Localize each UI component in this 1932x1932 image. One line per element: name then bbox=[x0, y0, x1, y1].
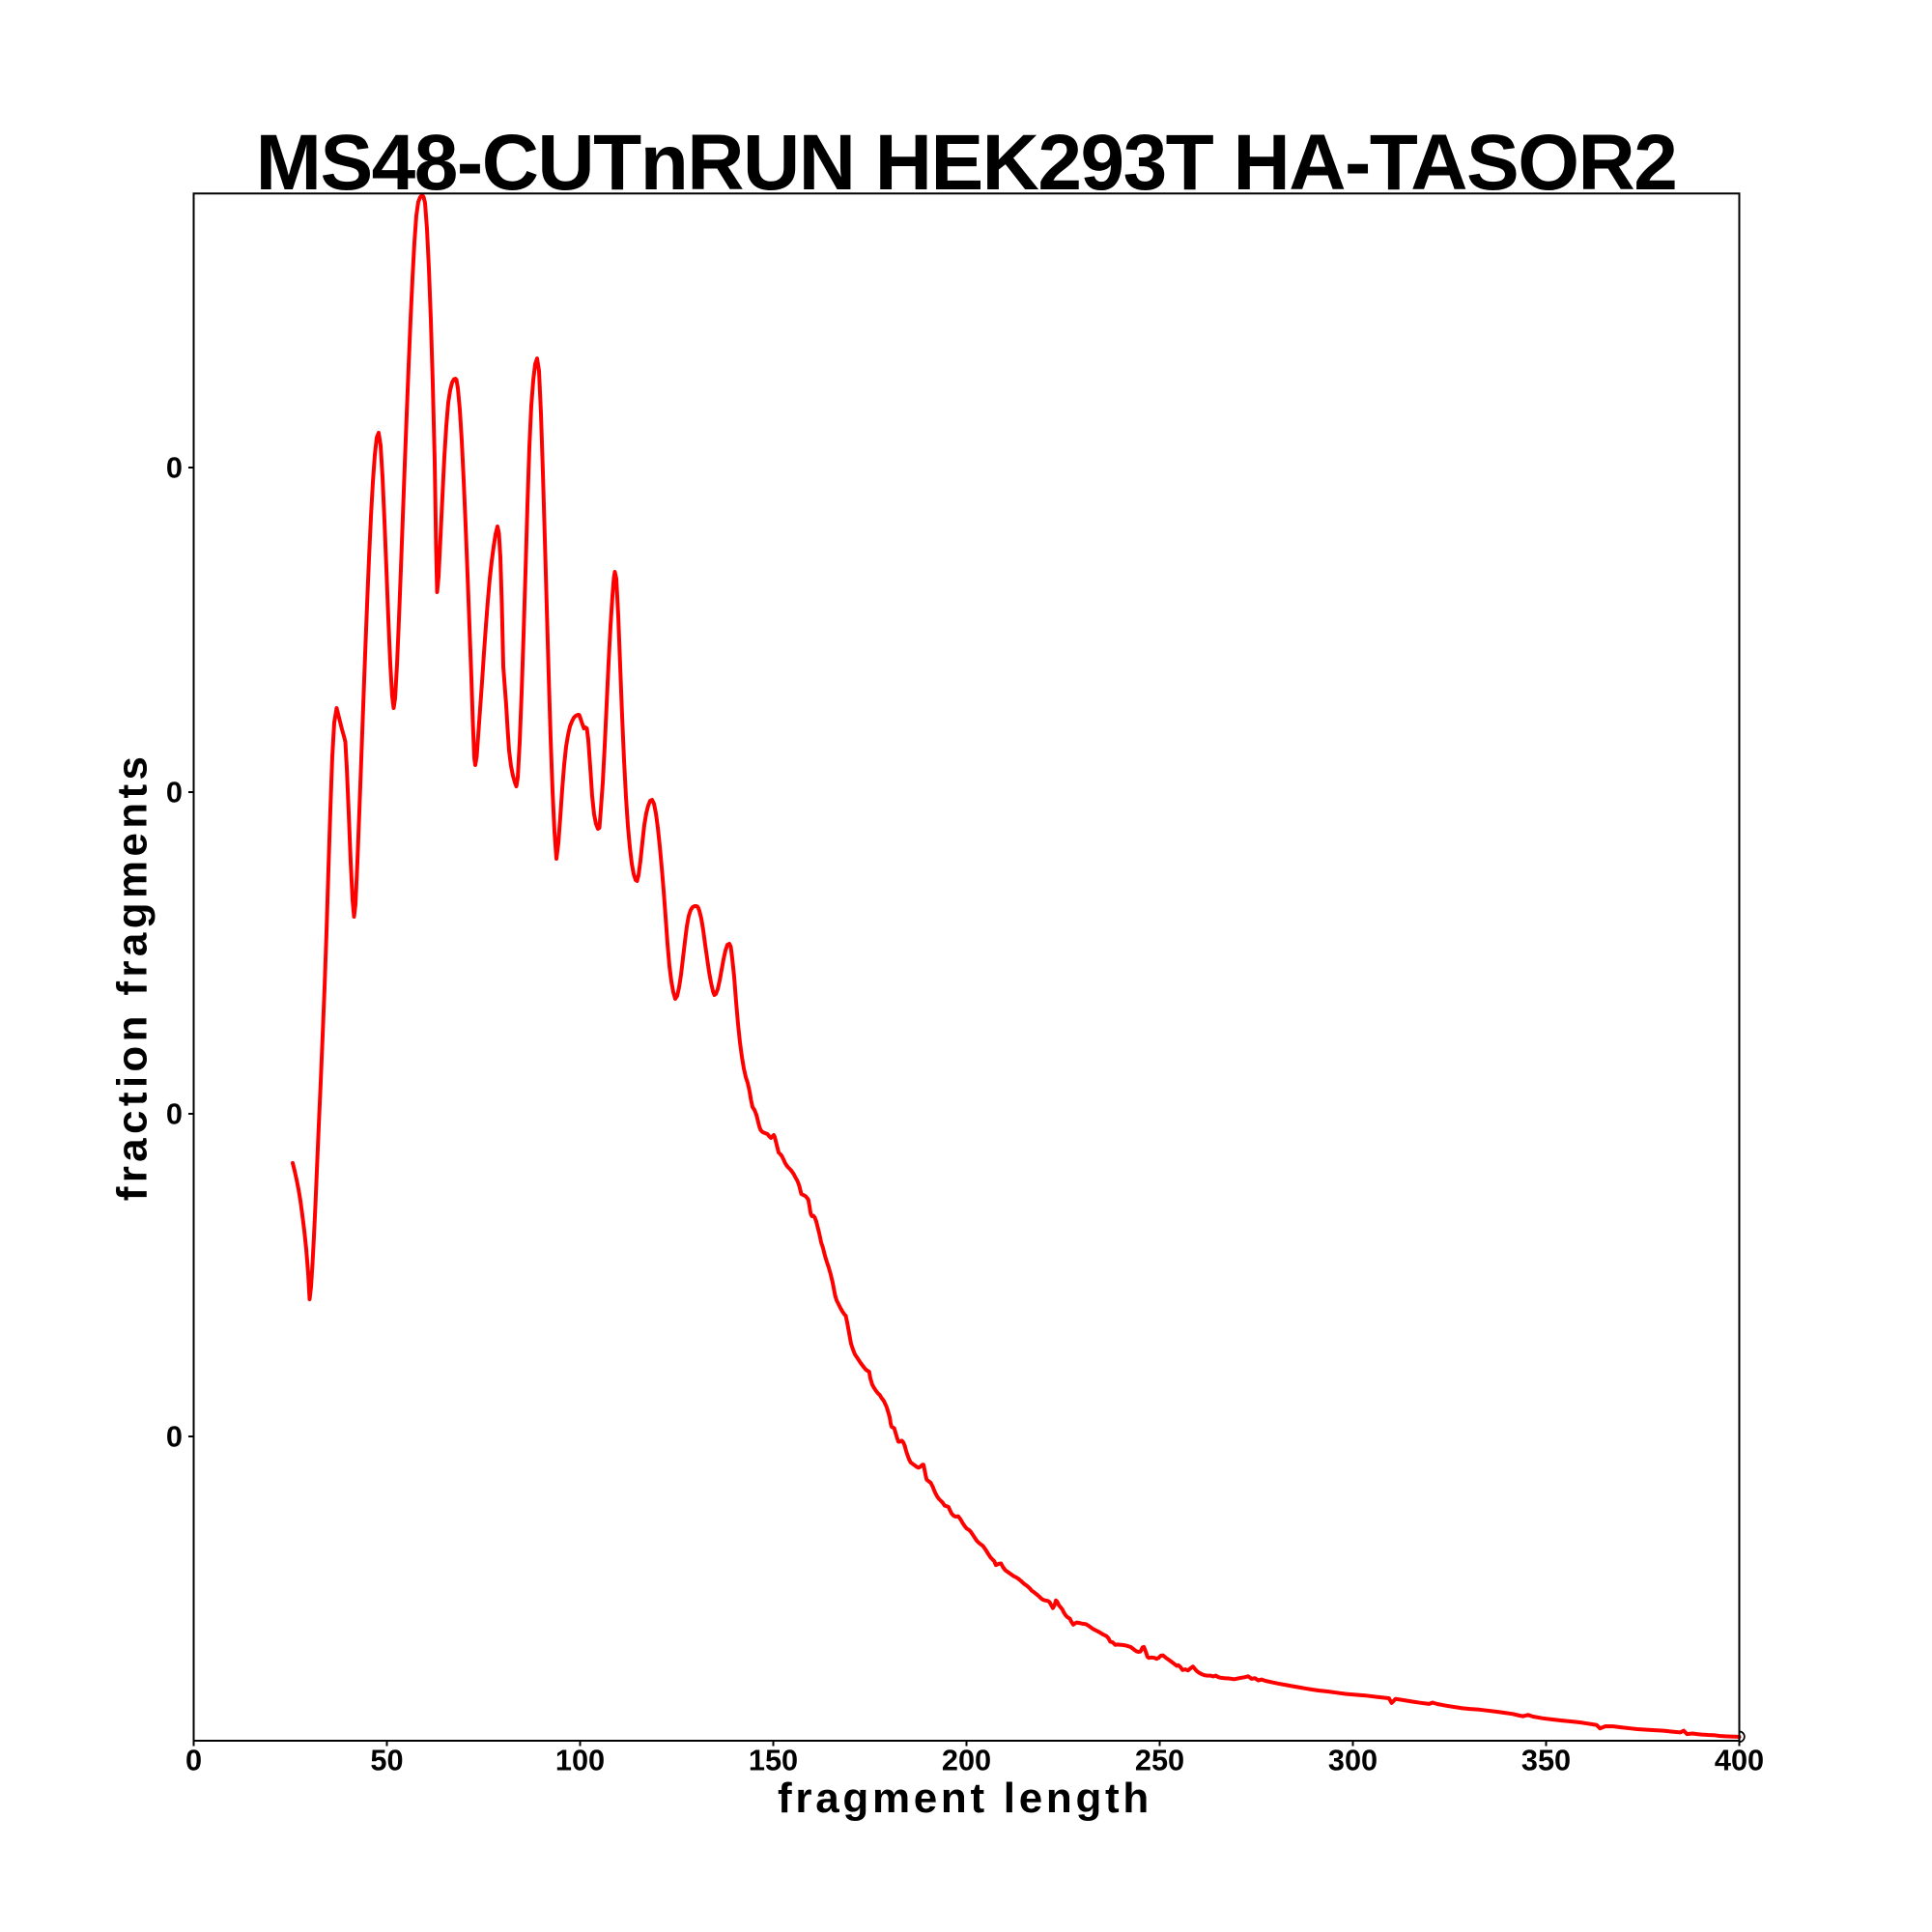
svg-text:0: 0 bbox=[166, 1420, 183, 1454]
svg-text:fragment length: fragment length bbox=[778, 1775, 1152, 1822]
svg-text:300: 300 bbox=[1328, 1744, 1378, 1777]
svg-text:250: 250 bbox=[1135, 1744, 1184, 1777]
svg-text:50: 50 bbox=[370, 1744, 403, 1777]
svg-text:150: 150 bbox=[749, 1744, 798, 1777]
svg-text:400: 400 bbox=[1715, 1744, 1764, 1777]
svg-text:0: 0 bbox=[185, 1744, 202, 1777]
svg-text:fraction fragments: fraction fragments bbox=[109, 753, 156, 1202]
svg-text:200: 200 bbox=[942, 1744, 991, 1777]
svg-text:350: 350 bbox=[1521, 1744, 1571, 1777]
svg-text:100: 100 bbox=[555, 1744, 605, 1777]
svg-text:0: 0 bbox=[166, 451, 183, 485]
svg-text:0: 0 bbox=[166, 1097, 183, 1131]
svg-text:0: 0 bbox=[166, 776, 183, 810]
svg-text:MS48-CUTnRUN HEK293T HA-TASOR2: MS48-CUTnRUN HEK293T HA-TASOR2 bbox=[256, 119, 1677, 207]
